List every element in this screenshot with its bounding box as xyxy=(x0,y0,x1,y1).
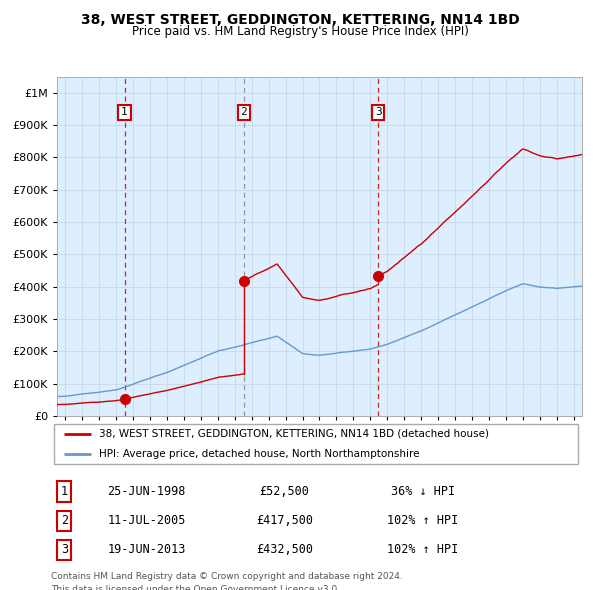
Text: 11-JUL-2005: 11-JUL-2005 xyxy=(107,514,186,527)
Text: 36% ↓ HPI: 36% ↓ HPI xyxy=(391,485,455,498)
Text: 102% ↑ HPI: 102% ↑ HPI xyxy=(387,543,458,556)
Text: Contains HM Land Registry data © Crown copyright and database right 2024.: Contains HM Land Registry data © Crown c… xyxy=(51,572,403,581)
Text: 1: 1 xyxy=(121,107,128,117)
Text: 1: 1 xyxy=(61,485,68,498)
Text: 3: 3 xyxy=(61,543,68,556)
Text: 38, WEST STREET, GEDDINGTON, KETTERING, NN14 1BD (detached house): 38, WEST STREET, GEDDINGTON, KETTERING, … xyxy=(99,429,489,439)
Text: 2: 2 xyxy=(241,107,247,117)
Text: 38, WEST STREET, GEDDINGTON, KETTERING, NN14 1BD: 38, WEST STREET, GEDDINGTON, KETTERING, … xyxy=(80,13,520,27)
Text: 2: 2 xyxy=(61,514,68,527)
Text: 102% ↑ HPI: 102% ↑ HPI xyxy=(387,514,458,527)
Text: This data is licensed under the Open Government Licence v3.0.: This data is licensed under the Open Gov… xyxy=(51,585,340,590)
Text: 3: 3 xyxy=(375,107,382,117)
Text: 25-JUN-1998: 25-JUN-1998 xyxy=(107,485,186,498)
Text: £52,500: £52,500 xyxy=(260,485,310,498)
Text: Price paid vs. HM Land Registry's House Price Index (HPI): Price paid vs. HM Land Registry's House … xyxy=(131,25,469,38)
Text: HPI: Average price, detached house, North Northamptonshire: HPI: Average price, detached house, Nort… xyxy=(99,449,419,459)
Text: £417,500: £417,500 xyxy=(256,514,313,527)
Text: £432,500: £432,500 xyxy=(256,543,313,556)
Text: 19-JUN-2013: 19-JUN-2013 xyxy=(107,543,186,556)
FancyBboxPatch shape xyxy=(53,424,578,464)
